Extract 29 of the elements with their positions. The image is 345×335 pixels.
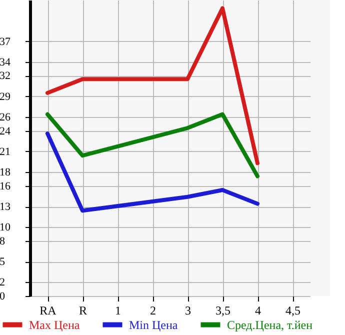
x-tick-label: 1: [115, 304, 121, 318]
line-series: [46, 112, 260, 178]
y-tick-label: 32: [0, 70, 10, 82]
x-tick-label: 3,5: [216, 304, 230, 318]
x-tick-label: RA: [40, 304, 57, 318]
x-tick-label: R: [78, 304, 88, 318]
y-tick-label: 2: [0, 276, 5, 289]
line-series: [46, 6, 260, 166]
y-tick-label: 29: [0, 90, 11, 103]
x-tick-label: 4: [255, 304, 261, 318]
y-tick-label: 8: [0, 235, 6, 248]
y-tick-label: 10: [0, 222, 11, 234]
y-tick-label: 21: [0, 146, 10, 158]
y-tick-label: 16: [0, 180, 11, 192]
x-tick-label: 4,5: [286, 304, 300, 318]
y-tick-label: 24: [0, 125, 11, 138]
legend-label: Сред.Цена, т.йен: [227, 318, 314, 332]
x-tick-label: 2: [150, 304, 156, 318]
y-tick-label: 37: [0, 36, 11, 48]
y-tick-label: 26: [0, 112, 11, 124]
y-tick-label: 13: [0, 201, 11, 214]
legend-label: Max Цена: [29, 318, 80, 332]
y-tick-label: 18: [0, 166, 11, 179]
y-tick-label: 0: [0, 290, 6, 302]
y-tick-label: 5: [0, 256, 6, 268]
line-series: [46, 132, 260, 213]
y-tick-label: 34: [0, 56, 11, 68]
x-tick-label: 3: [185, 304, 191, 318]
legend-label: Min Цена: [129, 318, 178, 332]
